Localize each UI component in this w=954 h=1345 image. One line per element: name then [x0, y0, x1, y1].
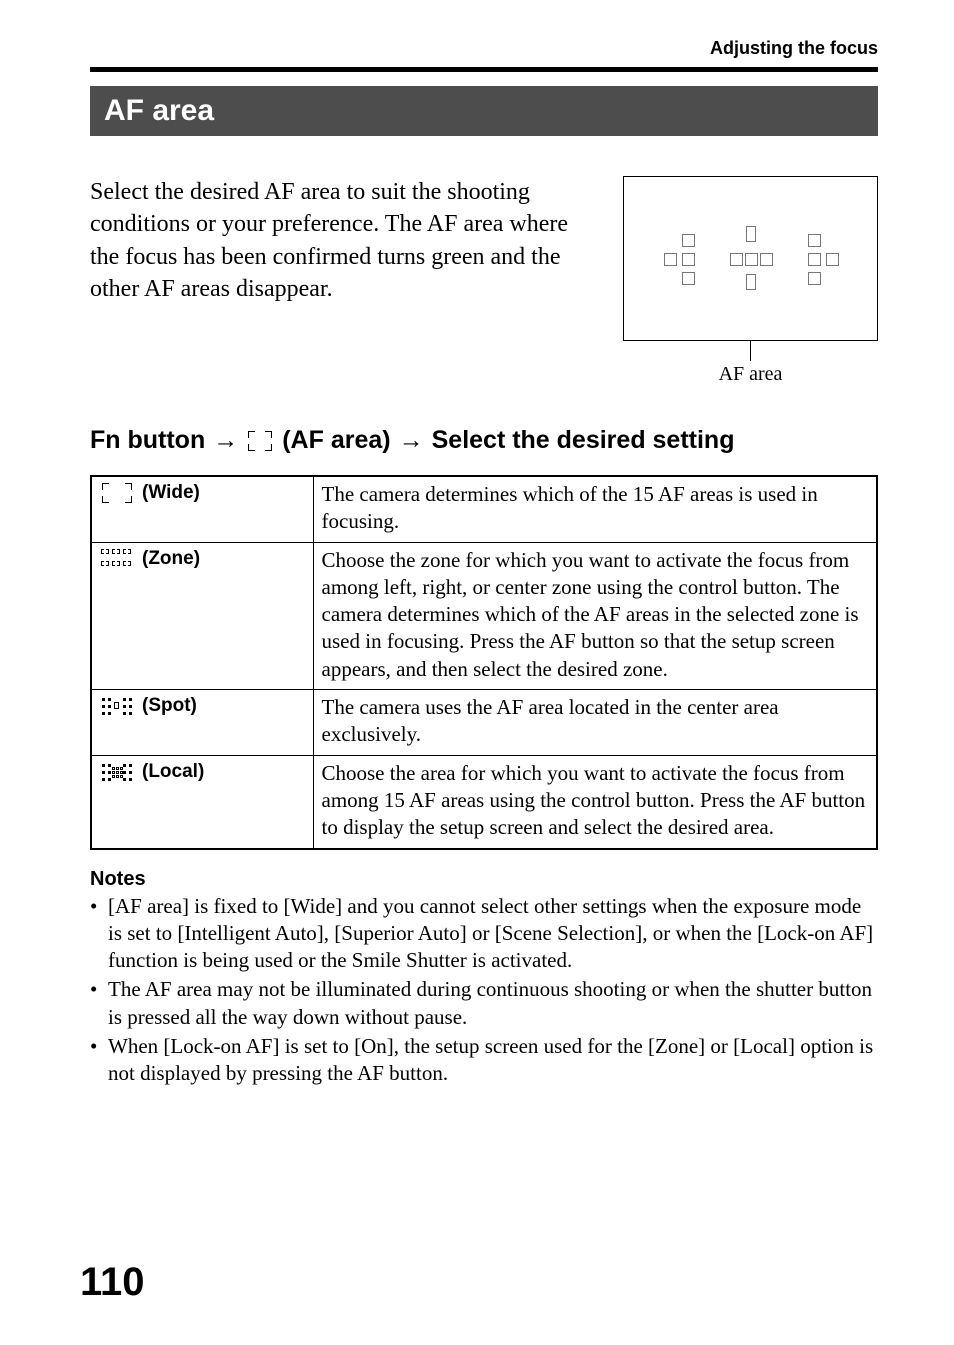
table-row: (Wide) The camera determines which of th… [91, 476, 877, 542]
intro-text: Select the desired AF area to suit the s… [90, 176, 583, 386]
wide-icon [100, 481, 134, 505]
section-title-bar: AF area [90, 86, 878, 136]
row-label: (Spot) [142, 694, 197, 719]
header-rule [90, 67, 878, 72]
list-item: The AF area may not be illuminated durin… [90, 976, 878, 1031]
subhead-prefix: Fn button [90, 426, 205, 455]
af-area-icon [246, 429, 274, 453]
arrow-icon: → [213, 426, 238, 455]
list-item: When [Lock-on AF] is set to [On], the se… [90, 1033, 878, 1088]
af-area-figure: AF area [623, 176, 878, 386]
local-icon [100, 760, 134, 784]
af-area-caption: AF area [719, 363, 783, 386]
notes-list: [AF area] is fixed to [Wide] and you can… [90, 893, 878, 1088]
arrow-icon: → [399, 426, 424, 455]
table-row: (Local) Choose the area for which you wa… [91, 755, 877, 848]
page-number: 110 [80, 1260, 145, 1305]
row-desc: The camera uses the AF area located in t… [313, 690, 877, 756]
list-item: [AF area] is fixed to [Wide] and you can… [90, 893, 878, 975]
zone-icon [100, 547, 134, 571]
row-desc: Choose the zone for which you want to ac… [313, 542, 877, 689]
af-area-box [623, 176, 878, 341]
subhead-suffix: Select the desired setting [432, 426, 735, 455]
fn-subheading: Fn button → (AF area) → Select the desir… [90, 426, 878, 455]
header-topright: Adjusting the focus [90, 38, 878, 59]
row-label: (Zone) [142, 547, 200, 572]
spot-icon [100, 694, 134, 718]
af-options-table: (Wide) The camera determines which of th… [90, 475, 878, 850]
table-row: (Spot) The camera uses the AF area locat… [91, 690, 877, 756]
notes-heading: Notes [90, 868, 878, 891]
row-label: (Local) [142, 760, 204, 785]
row-label: (Wide) [142, 481, 200, 506]
table-row: (Zone) Choose the zone for which you wan… [91, 542, 877, 689]
row-desc: The camera determines which of the 15 AF… [313, 476, 877, 542]
subhead-mid: (AF area) [282, 426, 390, 455]
af-caption-leader [750, 341, 751, 361]
row-desc: Choose the area for which you want to ac… [313, 755, 877, 848]
intro-row: Select the desired AF area to suit the s… [90, 176, 878, 386]
